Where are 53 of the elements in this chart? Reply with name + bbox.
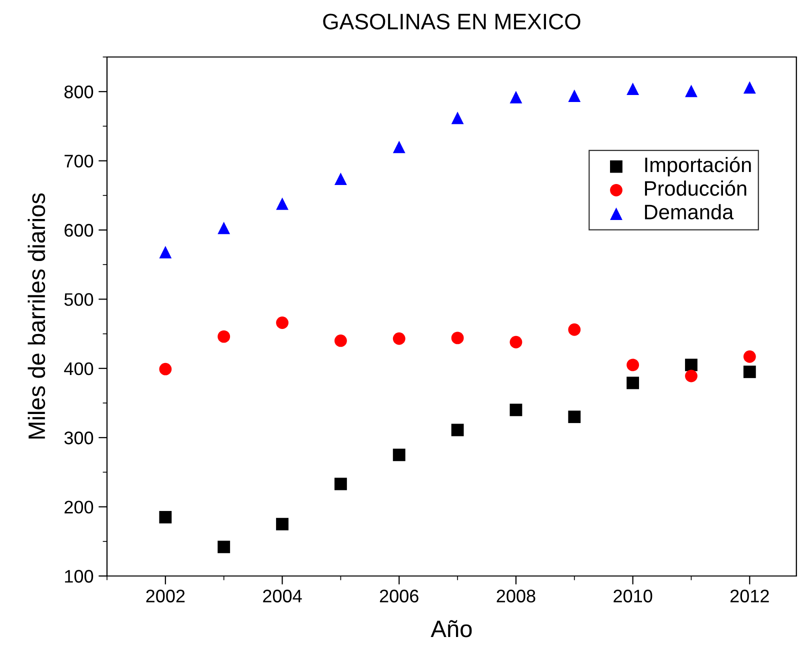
point xyxy=(626,82,640,96)
point xyxy=(626,376,640,390)
point xyxy=(568,90,581,102)
point xyxy=(392,448,406,462)
y-tick-label: 100 xyxy=(65,570,94,583)
point xyxy=(510,404,522,416)
y-tick-label: 800 xyxy=(64,86,94,98)
x-axis-title: Año xyxy=(430,620,472,638)
y-tick-label: 300 xyxy=(64,432,94,444)
y-tick-label: 200 xyxy=(64,500,94,514)
point xyxy=(626,358,640,372)
x-tick-label: 2012 xyxy=(730,590,769,602)
x-tick-label: 2006 xyxy=(380,590,418,602)
y-axis-title: Miles de barriles diarios xyxy=(28,193,46,439)
point xyxy=(276,197,288,210)
legend-label: Producción xyxy=(645,180,746,196)
point xyxy=(218,222,230,234)
point xyxy=(334,172,347,186)
point xyxy=(743,350,756,363)
y-tick-label: 500 xyxy=(64,293,94,306)
point xyxy=(159,510,172,524)
point xyxy=(451,112,464,124)
point xyxy=(685,370,698,382)
x-tick-label: 2010 xyxy=(614,590,652,602)
point xyxy=(510,90,522,104)
point xyxy=(510,336,522,348)
point xyxy=(451,424,464,436)
point xyxy=(159,246,172,258)
point xyxy=(451,332,464,344)
point xyxy=(743,366,756,378)
x-tick-label: 2004 xyxy=(263,590,302,602)
y-tick-label: 700 xyxy=(64,154,94,168)
point xyxy=(276,518,288,530)
point xyxy=(218,540,230,554)
point xyxy=(334,334,347,347)
point xyxy=(743,81,756,94)
point xyxy=(685,358,698,372)
legend-label: Demanda xyxy=(645,204,734,220)
point xyxy=(392,140,406,154)
point xyxy=(568,323,581,336)
legend-label: Importación xyxy=(645,156,751,176)
point xyxy=(334,478,347,490)
chart-title: GASOLINAS EN MEXICO xyxy=(323,14,580,30)
y-tick-label: 400 xyxy=(64,362,94,376)
point xyxy=(276,316,288,329)
x-tick-label: 2008 xyxy=(496,590,536,602)
point xyxy=(392,332,406,345)
y-tick-label: 600 xyxy=(64,224,94,237)
point xyxy=(685,84,698,98)
point xyxy=(218,330,230,343)
x-tick-label: 2002 xyxy=(146,590,185,602)
point xyxy=(568,410,581,424)
point xyxy=(159,362,172,376)
